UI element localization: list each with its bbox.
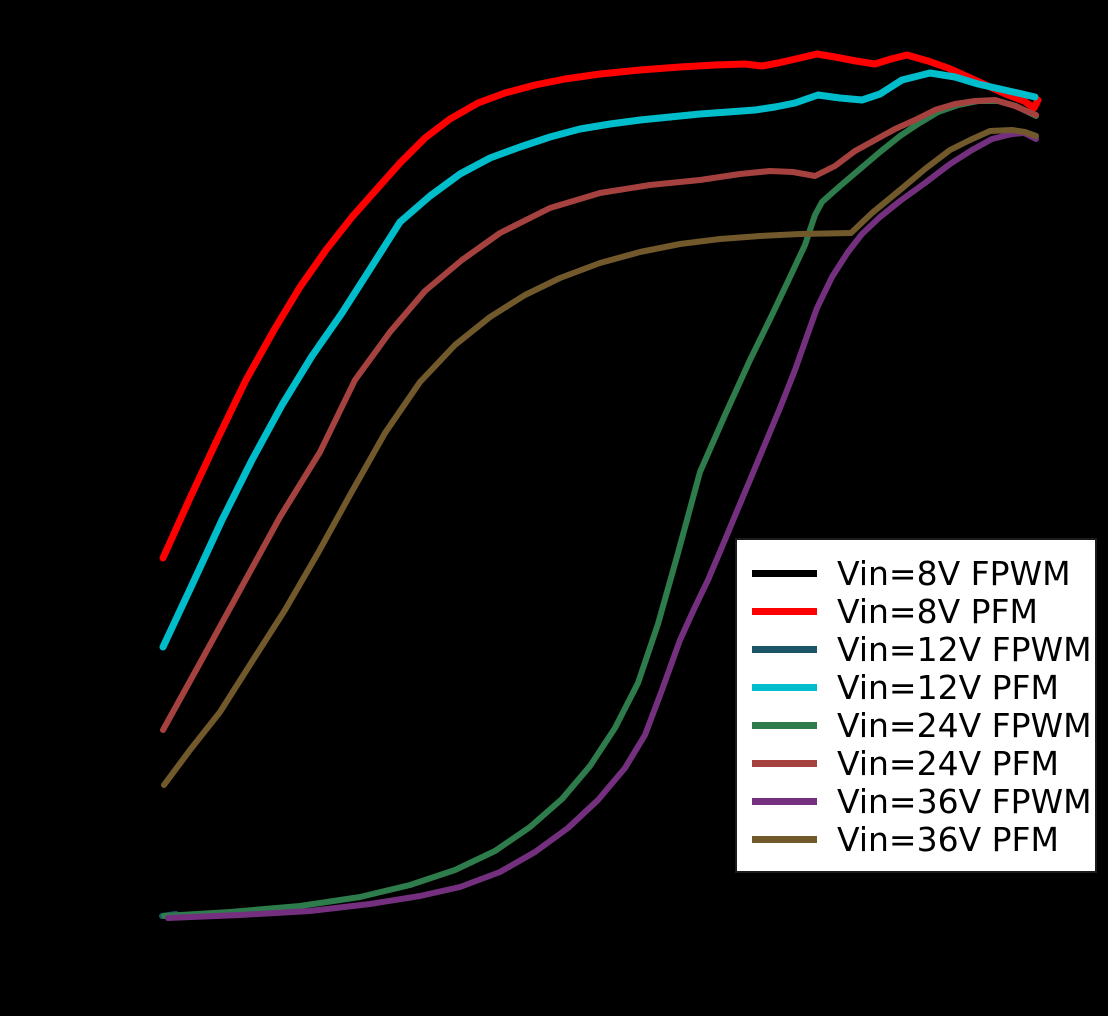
curve-vin24-fpwm <box>161 98 1039 919</box>
legend-label: Vin=36V FPWM <box>837 781 1092 821</box>
legend-row-5: Vin=24V PFM <box>737 744 1095 782</box>
legend-row-7: Vin=36V PFM <box>737 820 1095 858</box>
legend-line-swatch <box>752 797 817 805</box>
legend-row-2: Vin=12V FPWM <box>737 630 1095 668</box>
curve-vin36-fpwm <box>165 130 1039 921</box>
legend-line-swatch <box>752 759 817 767</box>
legend-label: Vin=36V PFM <box>837 819 1059 859</box>
legend-label: Vin=8V PFM <box>837 591 1038 631</box>
legend-line-swatch <box>752 683 817 691</box>
curve-vin8-pfm <box>159 50 1042 562</box>
legend-line-swatch <box>752 569 817 577</box>
legend-label: Vin=8V FPWM <box>837 553 1071 593</box>
legend-label: Vin=24V FPWM <box>837 705 1092 745</box>
legend-line-swatch <box>752 607 817 615</box>
legend-row-0: Vin=8V FPWM <box>737 554 1095 592</box>
curve-vin12-pfm <box>159 69 1039 651</box>
legend-line-swatch <box>752 835 817 843</box>
legend-label: Vin=12V PFM <box>837 667 1059 707</box>
legend-line-swatch <box>752 721 817 729</box>
curve-vin24-pfm <box>160 97 1039 733</box>
legend-row-6: Vin=36V FPWM <box>737 782 1095 820</box>
legend-row-4: Vin=24V FPWM <box>737 706 1095 744</box>
legend-line-swatch <box>752 645 817 653</box>
legend-row-3: Vin=12V PFM <box>737 668 1095 706</box>
legend-row-1: Vin=8V PFM <box>737 592 1095 630</box>
legend-label: Vin=24V PFM <box>837 743 1059 783</box>
curve-vin36-pfm <box>161 127 1039 788</box>
chart-legend: Vin=8V FPWM Vin=8V PFM Vin=12V FPWM Vin=… <box>735 538 1097 873</box>
legend-label: Vin=12V FPWM <box>837 629 1092 669</box>
